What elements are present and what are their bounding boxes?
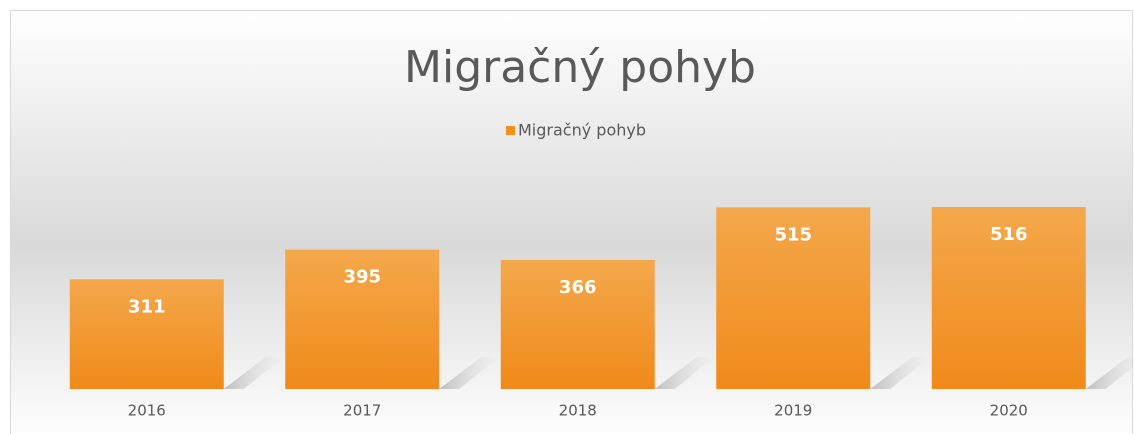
bar-shadow [439,357,500,389]
x-tick-label: 2017 [343,402,381,420]
x-tick-label: 2018 [559,402,597,420]
bar-shadow [654,357,715,389]
chart-title: Migračný pohyb [404,42,756,93]
x-tick-label: 2016 [128,402,166,420]
bar-shadow [1085,357,1134,389]
bar [500,259,655,389]
bar [931,207,1086,389]
bar [716,207,871,389]
legend: Migračný pohyb [506,121,646,140]
bar [69,279,224,389]
bar [285,249,440,389]
data-label: 395 [343,267,381,288]
x-tick-label: 2020 [990,402,1028,420]
x-tick-label: 2019 [774,402,812,420]
data-label: 515 [774,224,812,245]
legend-swatch [506,126,515,135]
bar-shadow [223,357,284,389]
legend-label: Migračný pohyb [518,121,646,140]
data-label: 366 [559,277,597,298]
bar-shadow [870,357,931,389]
data-label: 311 [128,296,166,317]
data-label: 516 [990,224,1028,245]
